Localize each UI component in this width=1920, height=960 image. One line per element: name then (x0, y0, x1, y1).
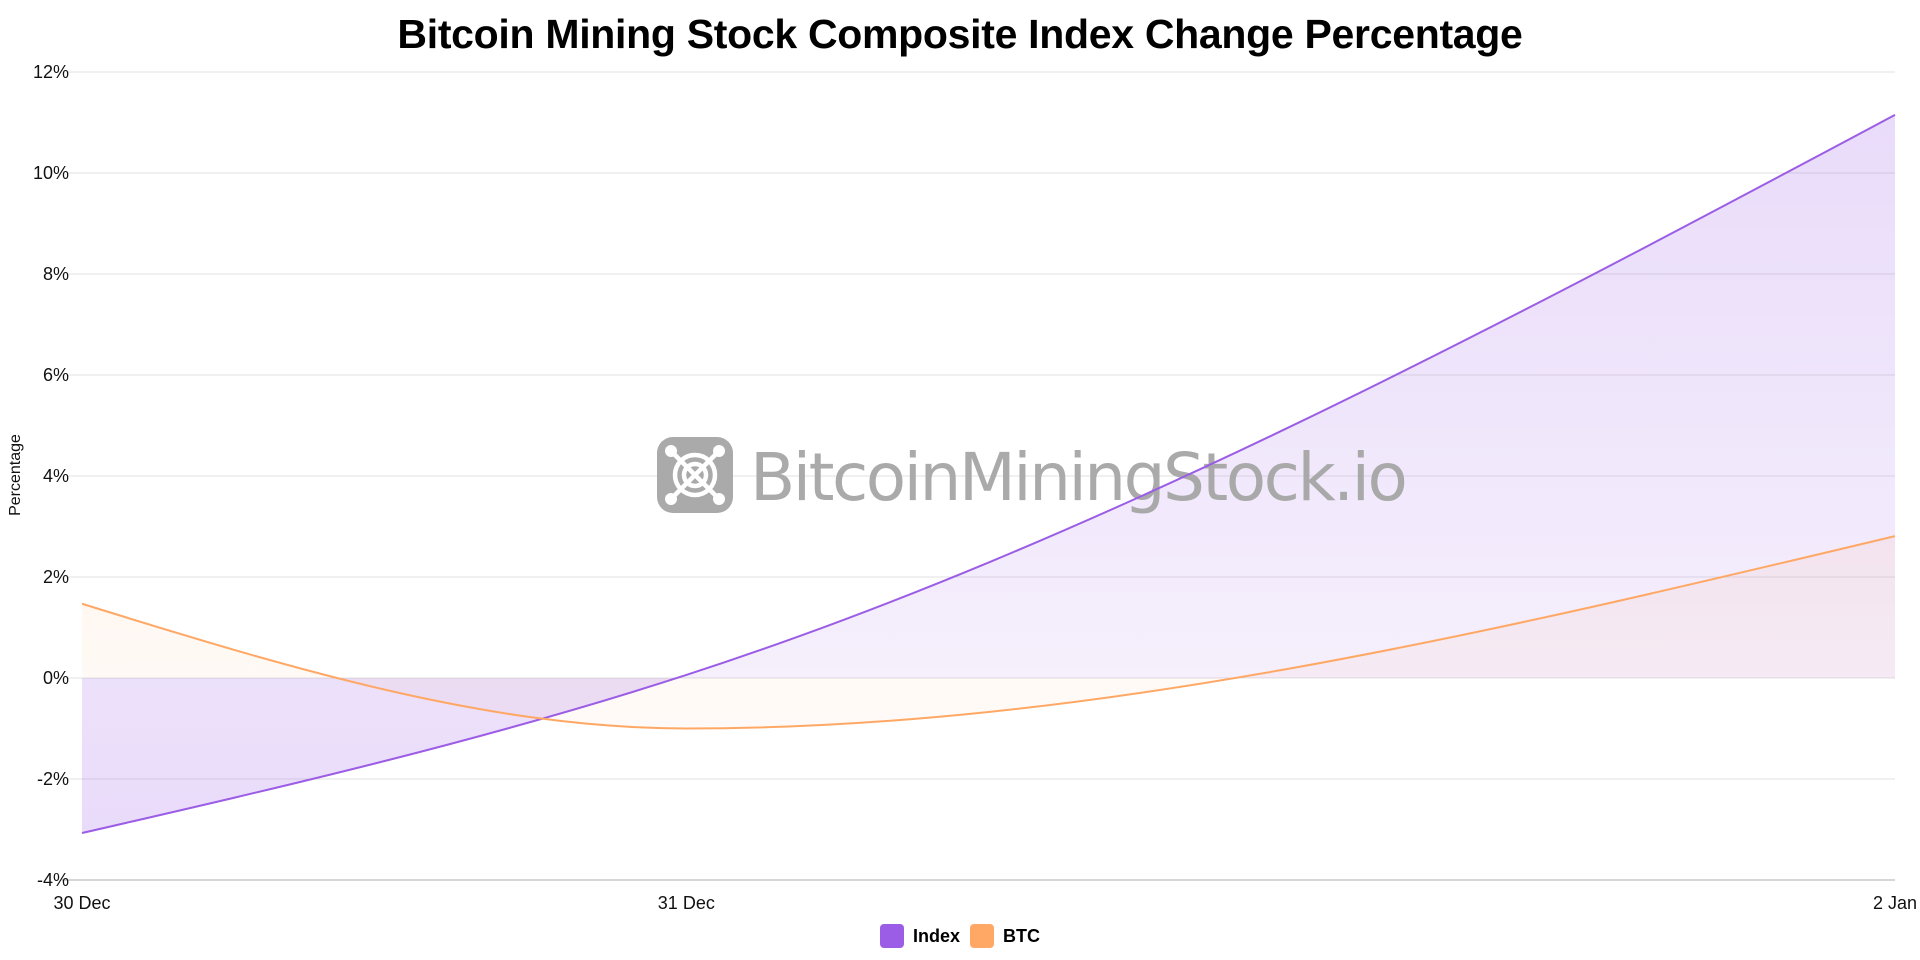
legend-swatch-index (879, 924, 904, 948)
legend-label-btc: BTC (1003, 925, 1040, 946)
line-btc (81, 535, 1896, 730)
legend-label-index: Index (912, 925, 960, 946)
y-tick-label: 0% (43, 668, 69, 688)
y-axis-title: Percentage (7, 434, 24, 516)
x-tick-label: 30 Dec (53, 893, 110, 913)
y-tick-label: -4% (37, 870, 69, 890)
series-lines (81, 114, 1896, 835)
legend-item-index[interactable]: Index (879, 924, 960, 948)
area-index-positive (82, 114, 1895, 678)
y-axis-ticks: -4% -2% 0% 2% 4% 6% 8% 10% 12% (33, 62, 69, 890)
line-index (81, 114, 1896, 835)
mining-fan-logo-icon (657, 437, 733, 513)
x-tick-label: 31 Dec (658, 893, 715, 913)
y-tick-label: 4% (43, 466, 69, 486)
x-tick-label: 2 Jan (1873, 893, 1917, 913)
x-axis-ticks: 30 Dec 31 Dec 2 Jan (53, 893, 1917, 913)
watermark-text: BitcoinMiningStock.io (750, 439, 1405, 516)
legend: Index BTC (0, 924, 1920, 948)
y-tick-label: 2% (43, 567, 69, 587)
y-tick-label: 6% (43, 365, 69, 385)
chart-title: Bitcoin Mining Stock Composite Index Cha… (397, 11, 1523, 57)
watermark: BitcoinMiningStock.io (657, 437, 1408, 516)
y-tick-label: -2% (37, 769, 69, 789)
y-tick-label: 12% (33, 62, 69, 82)
legend-swatch-btc (970, 924, 994, 948)
legend-item-btc[interactable]: BTC (970, 924, 1040, 948)
y-tick-label: 10% (33, 163, 69, 183)
y-tick-label: 8% (43, 264, 69, 284)
